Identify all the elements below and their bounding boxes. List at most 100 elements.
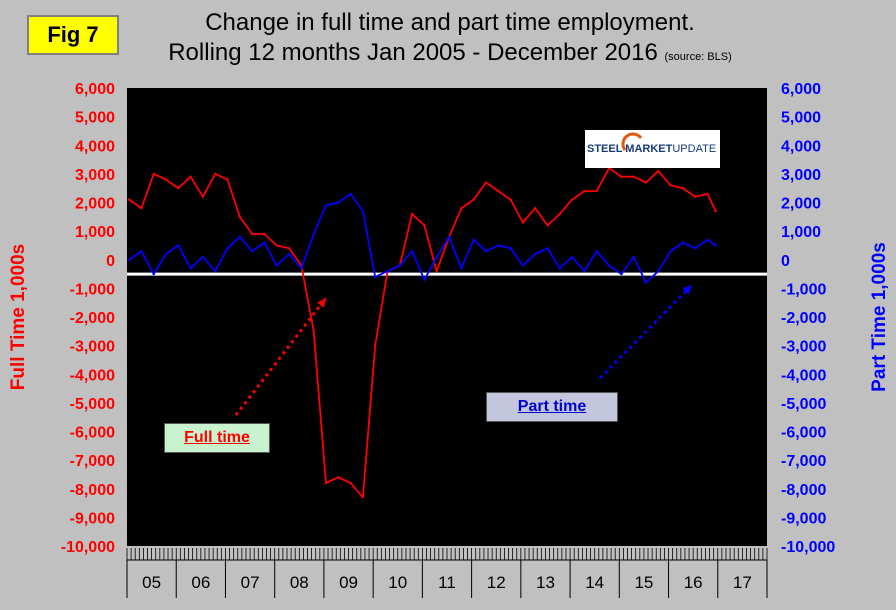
full-time-point: [374, 344, 377, 347]
y-tick-label-left: -10,000: [61, 539, 115, 556]
part-time-point: [287, 252, 291, 256]
chart-title-line1: Change in full time and part time employ…: [205, 9, 695, 36]
x-tick-label: 13: [536, 573, 555, 592]
full-time-point: [546, 224, 549, 227]
legend-part-time: Part time: [486, 392, 618, 422]
part-time-point: [312, 232, 315, 236]
y-tick-label-left: -3,000: [70, 339, 115, 356]
full-time-point: [583, 189, 586, 193]
full-time-point: [361, 496, 365, 499]
part-time-point: [324, 204, 328, 207]
part-time-point: [706, 238, 709, 241]
part-time-point: [570, 255, 574, 259]
full-time-point: [497, 189, 500, 193]
full-time-point: [423, 224, 426, 227]
y-tick-label-left: 5,000: [75, 110, 115, 127]
part-time-point: [423, 278, 426, 281]
x-tick-label: 17: [733, 573, 752, 592]
y-tick-label-left: 6,000: [75, 81, 115, 98]
y-tick-label-right: -5,000: [781, 396, 826, 413]
part-time-point: [607, 264, 611, 267]
legend-full-time-label: Full time: [184, 429, 250, 446]
part-time-point: [398, 264, 401, 267]
y-axis-title-left: Full Time 1,000s: [8, 244, 29, 390]
part-time-point: [595, 250, 598, 253]
y-tick-label-left: -8,000: [70, 482, 115, 499]
full-time-point: [694, 195, 697, 198]
part-time-point: [681, 241, 685, 244]
y-tick-label-left: -5,000: [70, 396, 115, 413]
x-tick-label: 14: [585, 573, 604, 592]
x-tick-label: 05: [142, 573, 161, 592]
full-time-point: [484, 181, 488, 184]
y-tick-label-left: -2,000: [70, 310, 115, 327]
full-time-point: [669, 184, 672, 187]
full-time-point: [238, 215, 241, 218]
y-tick-label-left: 1,000: [75, 224, 115, 241]
part-time-point: [127, 258, 131, 261]
y-tick-label-right: -4,000: [781, 367, 826, 384]
y-tick-label-right: -10,000: [781, 539, 835, 556]
part-time-point: [275, 264, 278, 267]
part-time-point: [509, 247, 512, 250]
part-time-point: [140, 250, 143, 253]
full-time-point: [263, 232, 266, 236]
logo-text-regular: UPDATE: [672, 143, 717, 155]
x-tick-label: 12: [487, 573, 506, 592]
x-tick-label: 16: [684, 573, 703, 592]
full-time-point: [164, 178, 168, 181]
part-time-arrow: [598, 283, 694, 380]
full-time-point: [337, 476, 340, 479]
legend-full-time: Full time: [164, 423, 270, 453]
part-time-point: [460, 267, 463, 270]
x-tick-label: 15: [634, 573, 653, 592]
chart-title-line2-text: Rolling 12 months Jan 2005 - December 20…: [168, 39, 658, 66]
y-tick-label-right: 5,000: [781, 110, 821, 127]
y-tick-label-right: -3,000: [781, 339, 826, 356]
full-time-point: [127, 198, 131, 201]
full-time-point: [152, 172, 155, 176]
y-tick-label-right: 1,000: [781, 224, 821, 241]
part-time-point: [546, 247, 549, 250]
y-tick-label-left: 3,000: [75, 167, 115, 184]
full-time-point: [435, 270, 438, 273]
axis-layer: 6,000 6,000 5,000 5,000 4,000 4,000 3,000 3,000…: [8, 81, 890, 598]
figure-label: Fig 7: [27, 15, 119, 55]
part-time-point: [214, 270, 217, 273]
part-time-point: [521, 264, 525, 267]
chart-title-line2: Rolling 12 months Jan 2005 - December 20…: [135, 38, 765, 72]
full-time-point: [657, 169, 660, 173]
full-time-point: [189, 175, 192, 178]
part-time-point: [201, 255, 205, 259]
y-tick-label-right: 6,000: [781, 81, 821, 98]
y-tick-label-right: 4,000: [781, 138, 821, 155]
x-tick-label: 09: [339, 573, 358, 592]
full-time-point: [140, 207, 143, 210]
part-time-point: [189, 267, 192, 270]
part-time-point: [386, 270, 389, 273]
chart-title: Change in full time and part time employ…: [135, 8, 765, 72]
part-time-point: [361, 209, 365, 213]
y-tick-label-right: -1,000: [781, 281, 826, 298]
part-time-point: [300, 267, 303, 270]
full-time-point: [681, 187, 685, 190]
full-time-point: [275, 244, 278, 247]
y-tick-label-left: -6,000: [70, 425, 115, 442]
part-time-point: [410, 250, 414, 253]
part-time-point: [620, 272, 623, 276]
part-time-point: [669, 250, 672, 253]
y-tick-label-right: -9,000: [781, 510, 826, 527]
full-time-point: [349, 481, 352, 485]
y-axis-title-right: Part Time 1,000s: [869, 242, 890, 392]
y-tick-label-right: 2,000: [781, 196, 821, 213]
part-time-point: [644, 281, 648, 284]
part-time-point: [374, 275, 377, 279]
y-tick-label-left: 4,000: [75, 138, 115, 155]
full-time-arrow-head: [317, 298, 326, 308]
y-tick-label-left: 0: [106, 253, 115, 270]
part-time-point: [497, 244, 500, 247]
y-tick-label-left: -9,000: [70, 510, 115, 527]
x-tick-label: 10: [388, 573, 407, 592]
x-tick-label: 08: [290, 573, 309, 592]
legend-part-time-label: Part time: [517, 398, 587, 415]
